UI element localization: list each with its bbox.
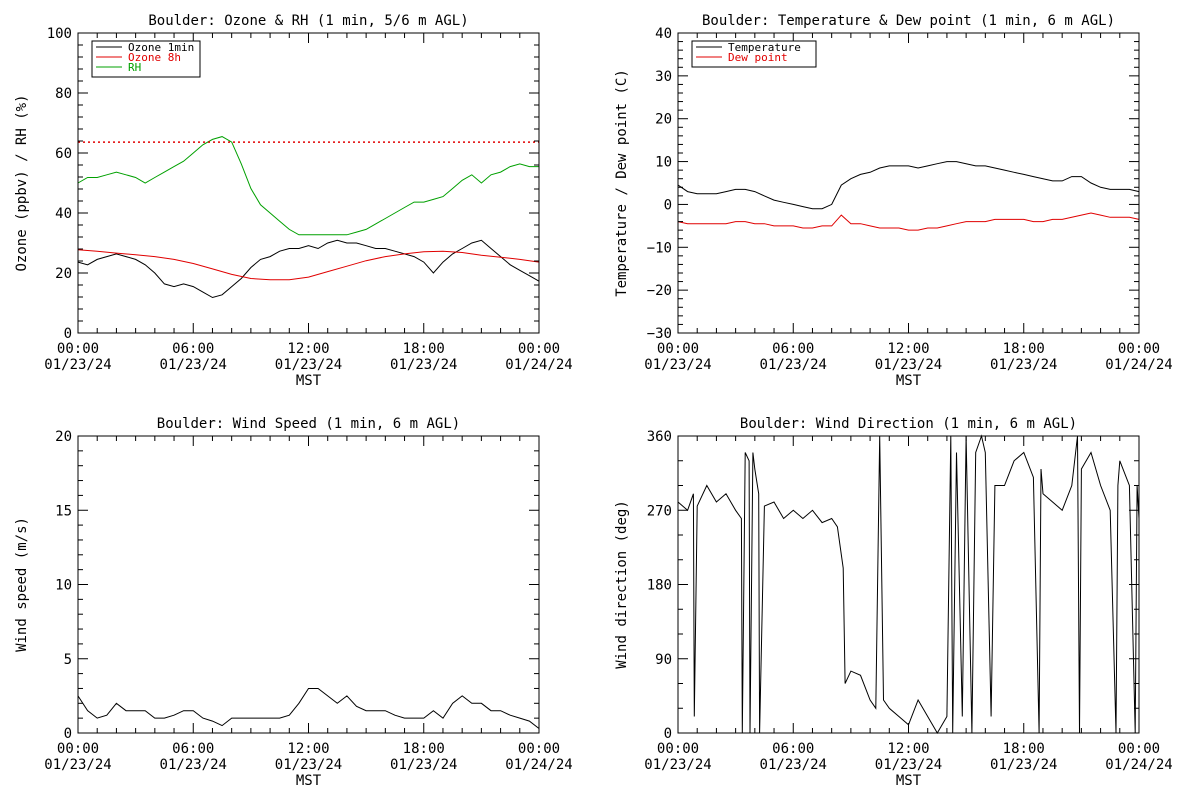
x-tick-label-time: 00:00 <box>1118 741 1160 757</box>
x-tick-label-date: 01/23/24 <box>275 357 342 373</box>
y-tick-label: 80 <box>55 86 72 102</box>
temperature-line <box>677 161 1140 210</box>
x-tick-label-time: 06:00 <box>772 741 814 757</box>
legend-label: Dew point <box>728 51 788 64</box>
chart-title: Boulder: Ozone & RH (1 min, 5/6 m AGL) <box>148 13 468 29</box>
y-axis-label: Wind speed (m/s) <box>14 517 30 652</box>
rh-line <box>77 136 539 236</box>
x-tick-label-date: 01/24/24 <box>1105 757 1172 773</box>
x-tick-label-date: 01/23/24 <box>875 757 942 773</box>
x-tick-label-time: 18:00 <box>403 741 445 757</box>
x-tick-label-time: 00:00 <box>57 741 99 757</box>
x-tick-label-date: 01/23/24 <box>990 357 1057 373</box>
ozone-8h-line <box>77 249 540 281</box>
y-tick-label: 40 <box>655 26 672 42</box>
y-tick-label: 0 <box>664 726 672 742</box>
y-tick-label: 0 <box>64 326 72 342</box>
y-tick-label: 270 <box>647 503 672 519</box>
x-tick-label-time: 06:00 <box>172 741 214 757</box>
y-tick-label: 60 <box>55 146 72 162</box>
legend-label: Ozone 8h <box>128 51 181 64</box>
y-tick-label: 15 <box>55 503 72 519</box>
chart-title: Boulder: Temperature & Dew point (1 min,… <box>702 13 1115 29</box>
x-tick-label-date: 01/23/24 <box>760 357 827 373</box>
x-tick-label-date: 01/23/24 <box>44 757 111 773</box>
x-tick-label-date: 01/24/24 <box>505 757 572 773</box>
x-tick-label-time: 00:00 <box>1118 341 1160 357</box>
y-tick-label: 10 <box>55 578 72 594</box>
x-tick-label-date: 01/24/24 <box>505 357 572 373</box>
y-tick-label: 0 <box>64 726 72 742</box>
x-tick-label-time: 06:00 <box>772 341 814 357</box>
y-tick-label: 90 <box>655 652 672 668</box>
x-tick-label-date: 01/23/24 <box>644 757 711 773</box>
x-tick-label-date: 01/23/24 <box>160 357 227 373</box>
x-axis-label: MST <box>296 373 322 389</box>
x-axis-label: MST <box>896 373 922 389</box>
y-tick-label: 180 <box>647 578 672 594</box>
y-axis-label: Ozone (ppbv) / RH (%) <box>14 94 30 271</box>
x-tick-label-date: 01/23/24 <box>275 757 342 773</box>
temperature-dewpoint-panel: 00:0001/23/2406:0001/23/2412:0001/23/241… <box>614 13 1173 389</box>
legend-label: RH <box>128 61 141 74</box>
legend-label: Ozone 1min <box>128 41 194 54</box>
wind-direction-panel: 00:0001/23/2406:0001/23/2412:0001/23/241… <box>614 416 1173 789</box>
y-axis-label: Temperature / Dew point (C) <box>614 69 630 297</box>
y-tick-label: 360 <box>647 429 672 445</box>
y-tick-label: −10 <box>647 240 672 256</box>
wind-speed-panel: 00:0001/23/2406:0001/23/2412:0001/23/241… <box>14 416 573 789</box>
x-tick-label-time: 18:00 <box>1003 741 1045 757</box>
legend-box <box>691 40 817 68</box>
x-tick-label-time: 12:00 <box>887 741 929 757</box>
x-tick-label-time: 00:00 <box>657 341 699 357</box>
y-tick-label: −20 <box>647 283 672 299</box>
x-tick-label-date: 01/23/24 <box>644 357 711 373</box>
x-tick-label-date: 01/23/24 <box>760 757 827 773</box>
x-tick-label-time: 12:00 <box>287 341 329 357</box>
x-tick-label-time: 12:00 <box>287 741 329 757</box>
x-tick-label-date: 01/24/24 <box>1105 357 1172 373</box>
x-tick-label-time: 18:00 <box>1003 341 1045 357</box>
series-line <box>677 434 1140 734</box>
x-tick-label-time: 00:00 <box>518 741 560 757</box>
series-line <box>77 688 540 729</box>
y-tick-label: 100 <box>47 26 72 42</box>
x-axis-label: MST <box>896 773 922 789</box>
x-tick-label-date: 01/23/24 <box>990 757 1057 773</box>
legend-label: Temperature <box>728 41 801 54</box>
x-tick-label-time: 00:00 <box>657 741 699 757</box>
chart-title: Boulder: Wind Direction (1 min, 6 m AGL) <box>740 416 1077 432</box>
y-tick-label: 20 <box>655 112 672 128</box>
y-tick-label: 40 <box>55 206 72 222</box>
x-tick-label-time: 00:00 <box>57 341 99 357</box>
ozone-rh-panel: 00:0001/23/2406:0001/23/2412:0001/23/241… <box>14 13 573 389</box>
x-tick-label-date: 01/23/24 <box>160 757 227 773</box>
x-tick-label-time: 06:00 <box>172 341 214 357</box>
x-tick-label-time: 00:00 <box>518 341 560 357</box>
x-axis-label: MST <box>296 773 322 789</box>
y-tick-label: 20 <box>55 266 72 282</box>
ozone-1min-line <box>77 239 540 299</box>
x-tick-label-time: 12:00 <box>887 341 929 357</box>
dew-point-line <box>677 212 1140 231</box>
chart-title: Boulder: Wind Speed (1 min, 6 m AGL) <box>157 416 460 432</box>
y-axis-label: Wind direction (deg) <box>614 500 630 669</box>
x-tick-label-date: 01/23/24 <box>44 357 111 373</box>
y-tick-label: 0 <box>664 197 672 213</box>
y-tick-label: 5 <box>64 652 72 668</box>
y-tick-label: −30 <box>647 326 672 342</box>
y-tick-label: 30 <box>655 69 672 85</box>
x-tick-label-date: 01/23/24 <box>390 357 457 373</box>
x-tick-label-date: 01/23/24 <box>390 757 457 773</box>
y-tick-label: 10 <box>655 155 672 171</box>
x-tick-label-time: 18:00 <box>403 341 445 357</box>
x-tick-label-date: 01/23/24 <box>875 357 942 373</box>
y-tick-label: 20 <box>55 429 72 445</box>
